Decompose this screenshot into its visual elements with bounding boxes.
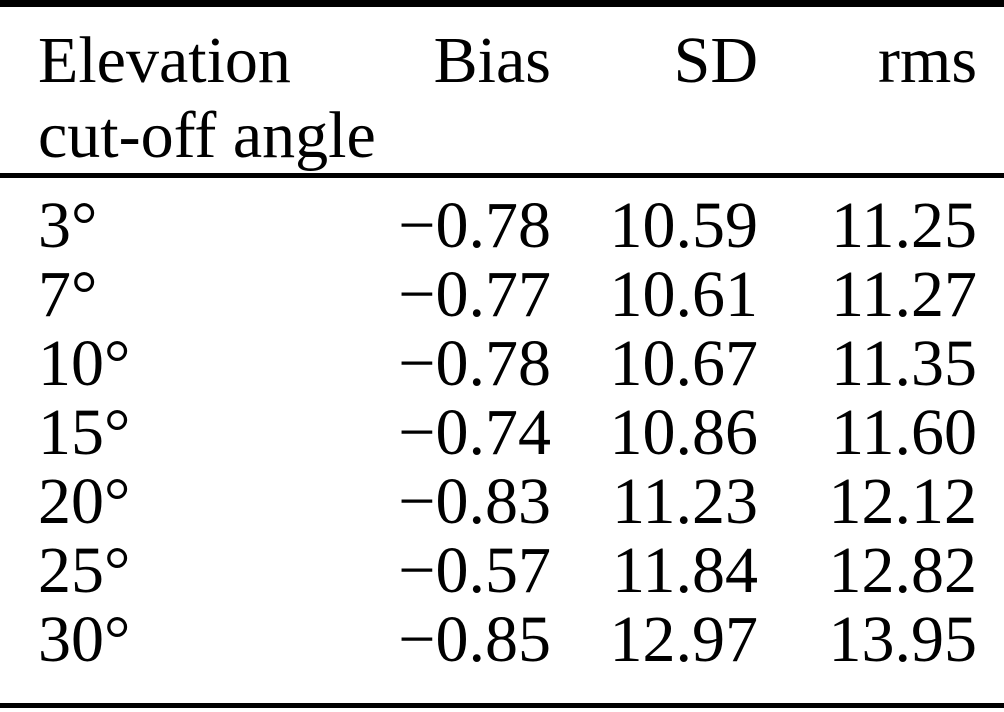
- cell-bias: −0.78: [398, 189, 551, 262]
- header-elevation-line1: Elevation: [38, 24, 291, 97]
- cell-sd: 10.61: [609, 258, 759, 331]
- cell-bias: −0.85: [398, 603, 551, 676]
- cell-sd: 11.23: [611, 465, 758, 538]
- cell-elevation: 3°: [38, 189, 98, 262]
- header-row: Elevation cut-off angle Bias SD rms: [0, 4, 1004, 176]
- cell-bias: −0.77: [398, 258, 551, 331]
- cell-rms: 12.82: [828, 534, 978, 607]
- cell-sd: 10.59: [609, 189, 759, 262]
- header-bias: Bias: [433, 24, 551, 97]
- cell-elevation: 7°: [38, 258, 98, 331]
- cell-rms: 11.27: [830, 258, 977, 331]
- cell-sd: 11.84: [611, 534, 758, 607]
- cell-bias: −0.74: [398, 396, 551, 469]
- cell-rms: 12.12: [828, 465, 978, 538]
- table-row: 20° −0.83 11.23 12.12: [0, 467, 1004, 536]
- table-row: 10° −0.78 10.67 11.35: [0, 329, 1004, 398]
- cell-bias: −0.57: [398, 534, 551, 607]
- cell-rms: 11.35: [830, 327, 977, 400]
- cell-elevation: 30°: [38, 603, 131, 676]
- cell-rms: 11.60: [830, 396, 977, 469]
- cell-bias: −0.83: [398, 465, 551, 538]
- table-row: 15° −0.74 10.86 11.60: [0, 398, 1004, 467]
- cell-rms: 11.25: [830, 189, 977, 262]
- cell-sd: 12.97: [609, 603, 759, 676]
- cell-elevation: 15°: [38, 396, 131, 469]
- table-row: 30° −0.85 12.97 13.95: [0, 605, 1004, 706]
- header-elevation-line2: cut-off angle: [38, 99, 376, 172]
- cell-elevation: 10°: [38, 327, 131, 400]
- table-row: 3° −0.78 10.59 11.25: [0, 176, 1004, 261]
- header-sd: SD: [673, 24, 758, 97]
- table-body: 3° −0.78 10.59 11.25 7° −0.77 10.61 11.2…: [0, 176, 1004, 706]
- table-row: 7° −0.77 10.61 11.27: [0, 260, 1004, 329]
- header-rms: rms: [878, 24, 977, 97]
- cell-sd: 10.67: [609, 327, 759, 400]
- cell-sd: 10.86: [609, 396, 759, 469]
- cell-elevation: 20°: [38, 465, 131, 538]
- cell-elevation: 25°: [38, 534, 131, 607]
- cell-rms: 13.95: [828, 603, 978, 676]
- cell-bias: −0.78: [398, 327, 551, 400]
- table-header: Elevation cut-off angle Bias SD rms: [0, 4, 1004, 176]
- table-row: 25° −0.57 11.84 12.82: [0, 536, 1004, 605]
- header-elevation-cutoff-angle: Elevation cut-off angle: [0, 4, 380, 176]
